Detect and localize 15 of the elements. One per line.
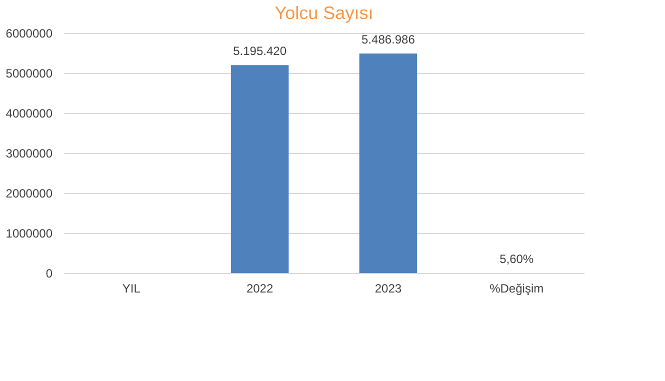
y-tick-label: 1000000 (6, 226, 53, 240)
y-tick-label: 3000000 (6, 146, 53, 160)
x-tick-label: %Değişim (490, 282, 544, 296)
y-tick-label: 0 (46, 266, 53, 280)
x-tick-label: 2022 (246, 282, 274, 296)
y-tick-label: 2000000 (6, 186, 53, 200)
chart-title: Yolcu Sayısı (274, 3, 374, 23)
data-label: 5.486.986 (362, 32, 416, 47)
data-label: 5,60% (500, 252, 534, 266)
x-tick-label: YIL (122, 282, 141, 296)
data-label: 5.195.420 (233, 44, 287, 58)
y-tick-label: 4000000 (6, 106, 53, 120)
y-tick-label: 5000000 (6, 66, 53, 80)
x-tick-label: 2023 (374, 282, 402, 296)
y-tick-label: 6000000 (6, 26, 53, 40)
